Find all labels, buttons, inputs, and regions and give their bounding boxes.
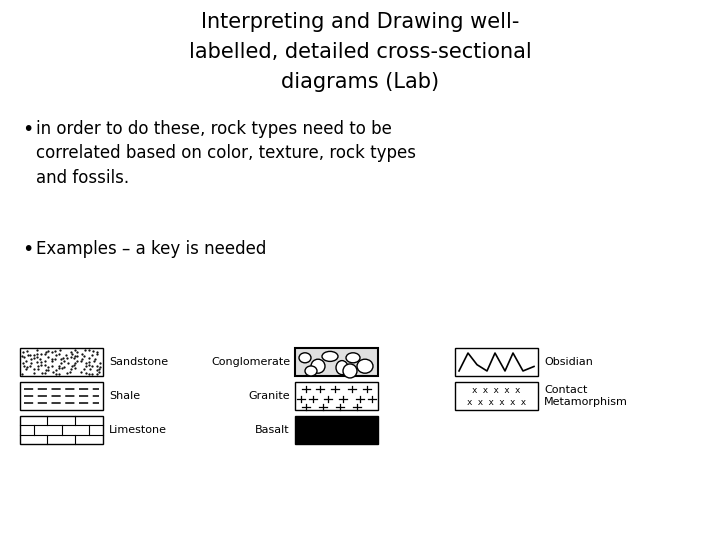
Bar [20,416,103,444]
Text: in order to do these, rock types need to be
correlated based on color, texture, : in order to do these, rock types need to… [36,120,416,187]
Ellipse shape [357,359,373,373]
Text: Conglomerate: Conglomerate [211,357,290,367]
Bar [295,416,378,444]
Bar [455,382,538,410]
Text: diagrams (Lab): diagrams (Lab) [281,72,439,92]
Text: labelled, detailed cross-sectional: labelled, detailed cross-sectional [189,42,531,62]
Ellipse shape [322,352,338,361]
Text: x x x x x: x x x x x [472,387,521,395]
Bar [20,348,103,376]
Ellipse shape [299,353,311,363]
Text: Limestone: Limestone [109,425,167,435]
Text: Granite: Granite [248,391,290,401]
Bar [455,348,538,376]
Ellipse shape [311,359,325,373]
Text: •: • [22,120,33,139]
Ellipse shape [336,361,348,375]
Text: x x x x x x: x x x x x x [467,397,526,407]
Bar [20,382,103,410]
Ellipse shape [346,353,360,363]
Bar [295,382,378,410]
Text: Basalt: Basalt [256,425,290,435]
Text: Obsidian: Obsidian [544,357,593,367]
Text: Examples – a key is needed: Examples – a key is needed [36,240,266,258]
Text: Shale: Shale [109,391,140,401]
Text: Contact
Metamorphism: Contact Metamorphism [544,385,628,407]
Text: Interpreting and Drawing well-: Interpreting and Drawing well- [201,12,519,32]
Ellipse shape [343,364,357,378]
Text: Sandstone: Sandstone [109,357,168,367]
Ellipse shape [305,366,317,376]
Bar [295,348,378,376]
Text: •: • [22,240,33,259]
